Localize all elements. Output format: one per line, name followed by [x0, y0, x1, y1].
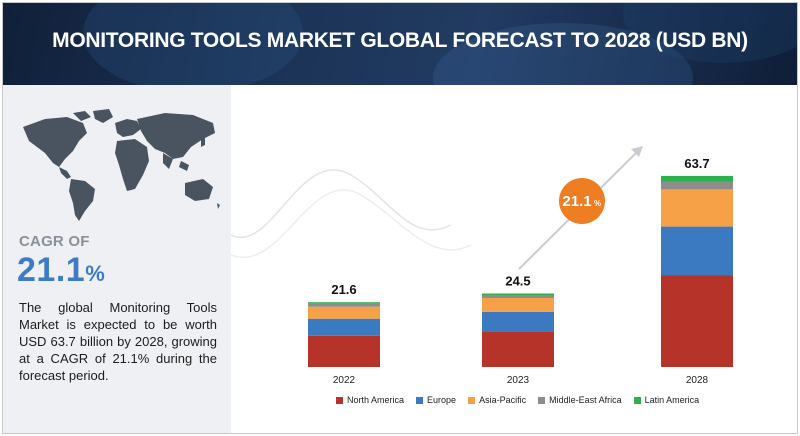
legend-swatch: [416, 396, 424, 404]
legend-label: Europe: [427, 395, 457, 405]
chart-legend: North America Europe Asia-Pacific Middle-Ea…: [336, 395, 699, 405]
legend-swatch: [336, 396, 343, 404]
bar-segment-2022-middle-east-africa: [308, 303, 380, 307]
legend-item-north-america: North America: [336, 395, 404, 405]
bar-segment-2023-middle-east-africa: [482, 295, 554, 298]
x-tick-label-2028: 2028: [686, 375, 709, 386]
cagr-unit: %: [85, 261, 106, 286]
x-tick-label-2023: 2023: [507, 375, 530, 386]
cagr-label: CAGR OF: [19, 233, 90, 250]
legend-item-europe: Europe: [416, 395, 456, 405]
bar-total-label-2022: 21.6: [331, 282, 356, 297]
cagr-badge-unit: %: [594, 199, 601, 208]
x-tick-label-2022: 2022: [333, 375, 356, 386]
legend-item-middle-east-africa: Middle-East Africa: [538, 395, 622, 405]
bar-segment-2023-latin-america: [482, 293, 554, 295]
legend-label: North America: [347, 395, 405, 405]
stacked-bar-chart: 21.1 % 21.6 2022 24.5 2023 63.7 2028: [230, 146, 733, 386]
legend-swatch: [468, 396, 476, 404]
bar-segment-2028-middle-east-africa: [661, 181, 733, 190]
bar-segment-2022-north-america: [308, 335, 380, 367]
bar-segment-2023-asia-pacific: [482, 298, 554, 312]
growth-arrowhead: [631, 146, 643, 157]
header-banner: MONITORING TOOLS MARKET GLOBAL FORECAST …: [3, 3, 797, 85]
bar-segment-2023-north-america: [482, 331, 554, 367]
chart-area: 21.1 % 21.6 2022 24.5 2023 63.7 2028 North Am…: [230, 85, 797, 433]
bar-segment-2022-asia-pacific: [308, 306, 380, 319]
legend-label: Middle-East Africa: [549, 395, 622, 405]
bar-segment-2023-europe: [482, 311, 554, 332]
page-title: MONITORING TOOLS MARKET GLOBAL FORECAST …: [52, 29, 748, 52]
legend-label: Latin America: [644, 395, 700, 405]
world-map-icon: [15, 107, 225, 227]
bar-segment-2028-latin-america: [661, 175, 733, 182]
cagr-number: 21.1: [17, 251, 86, 289]
left-panel: CAGR OF 21.1% The global Monitoring Tool…: [3, 85, 231, 433]
cagr-badge-value: 21.1: [562, 193, 591, 210]
legend-swatch: [633, 396, 641, 404]
bar-segment-2028-europe: [661, 226, 733, 276]
legend-item-asia-pacific: Asia-Pacific: [468, 395, 526, 405]
cagr-badge: [559, 178, 605, 224]
bar-segment-2028-asia-pacific: [661, 189, 733, 227]
bar-segment-2028-north-america: [661, 275, 733, 367]
legend-item-latin-america: Latin America: [633, 395, 700, 405]
market-description: The global Monitoring Tools Market is ex…: [19, 300, 217, 383]
bar-segment-2022-latin-america: [308, 302, 380, 304]
bar-total-label-2028: 63.7: [684, 156, 709, 171]
bar-total-label-2023: 24.5: [505, 274, 530, 289]
legend-label: Asia-Pacific: [479, 395, 527, 405]
cagr-value: 21.1%: [17, 251, 105, 290]
legend-swatch: [538, 396, 546, 404]
bar-segment-2022-europe: [308, 318, 380, 336]
